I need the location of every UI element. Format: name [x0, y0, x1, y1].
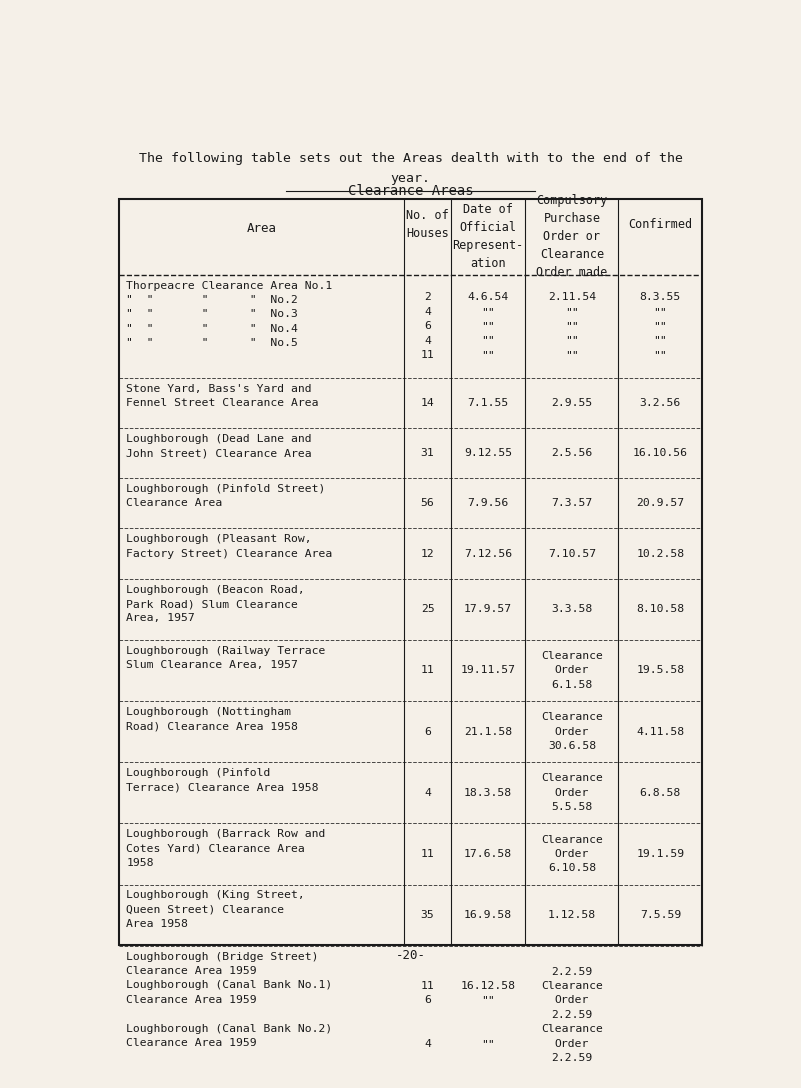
Text: -20-: -20-: [396, 949, 425, 962]
Text: 10.2.58: 10.2.58: [636, 548, 684, 558]
Text: Clearance
Order
6.10.58: Clearance Order 6.10.58: [541, 834, 603, 874]
Text: Loughborough (Nottingham
Road) Clearance Area 1958: Loughborough (Nottingham Road) Clearance…: [127, 707, 298, 731]
Text: Stone Yard, Bass's Yard and
Fennel Street Clearance Area: Stone Yard, Bass's Yard and Fennel Stree…: [127, 384, 319, 408]
Text: Date of
Official
Represent-
ation: Date of Official Represent- ation: [453, 203, 524, 271]
Text: 35: 35: [421, 911, 434, 920]
Text: 11
6


4: 11 6 4: [421, 981, 434, 1049]
Text: 8.3.55
""
""
""
"": 8.3.55 "" "" "" "": [640, 293, 681, 360]
Text: 19.5.58: 19.5.58: [636, 666, 684, 676]
Text: 16.10.56: 16.10.56: [633, 448, 688, 458]
Text: Confirmed: Confirmed: [628, 218, 692, 231]
Text: 7.1.55: 7.1.55: [468, 398, 509, 408]
Text: Loughborough (Pleasant Row,
Factory Street) Clearance Area: Loughborough (Pleasant Row, Factory Stre…: [127, 534, 332, 559]
Text: 2.2.59
Clearance
Order
2.2.59
Clearance
Order
2.2.59: 2.2.59 Clearance Order 2.2.59 Clearance …: [541, 966, 603, 1063]
Text: Loughborough (King Street,
Queen Street) Clearance
Area 1958: Loughborough (King Street, Queen Street)…: [127, 890, 305, 929]
Text: 2.9.55: 2.9.55: [551, 398, 593, 408]
Text: Loughborough (Barrack Row and
Cotes Yard) Clearance Area
1958: Loughborough (Barrack Row and Cotes Yard…: [127, 829, 325, 868]
Text: Compulsory
Purchase
Order or
Clearance
Order made: Compulsory Purchase Order or Clearance O…: [537, 195, 607, 280]
Text: 25: 25: [421, 604, 434, 615]
Text: 6: 6: [425, 727, 431, 737]
Text: 20.9.57: 20.9.57: [636, 498, 684, 508]
Text: 7.10.57: 7.10.57: [548, 548, 596, 558]
Text: 8.10.58: 8.10.58: [636, 604, 684, 615]
Text: 7.5.59: 7.5.59: [640, 911, 681, 920]
Text: 12: 12: [421, 548, 434, 558]
Text: Clearance
Order
30.6.58: Clearance Order 30.6.58: [541, 713, 603, 751]
Text: 31: 31: [421, 448, 434, 458]
Text: 19.11.57: 19.11.57: [461, 666, 516, 676]
Text: 4: 4: [425, 788, 431, 798]
Text: 2.11.54
""
""
""
"": 2.11.54 "" "" "" "": [548, 293, 596, 360]
Text: 21.1.58: 21.1.58: [464, 727, 512, 737]
Text: 16.12.58
""


"": 16.12.58 "" "": [461, 981, 516, 1049]
Text: 17.9.57: 17.9.57: [464, 604, 512, 615]
Text: 18.3.58: 18.3.58: [464, 788, 512, 798]
Text: 1.12.58: 1.12.58: [548, 911, 596, 920]
Text: Thorpeacre Clearance Area No.1
"  "       "      "  No.2
"  "       "      "  No: Thorpeacre Clearance Area No.1 " " " " N…: [127, 281, 332, 348]
Text: 7.12.56: 7.12.56: [464, 548, 512, 558]
Text: Loughborough (Bridge Street)
Clearance Area 1959
Loughborough (Canal Bank No.1)
: Loughborough (Bridge Street) Clearance A…: [127, 952, 332, 1048]
Text: Clearance Areas: Clearance Areas: [348, 184, 473, 198]
Text: 11: 11: [421, 666, 434, 676]
Text: 6.8.58: 6.8.58: [640, 788, 681, 798]
Text: 19.1.59: 19.1.59: [636, 849, 684, 858]
Text: The following table sets out the Areas dealth with to the end of the
year.: The following table sets out the Areas d…: [139, 151, 682, 185]
Text: Loughborough (Dead Lane and
John Street) Clearance Area: Loughborough (Dead Lane and John Street)…: [127, 434, 312, 458]
Text: 17.6.58: 17.6.58: [464, 849, 512, 858]
Text: 3.2.56: 3.2.56: [640, 398, 681, 408]
Text: 7.9.56: 7.9.56: [468, 498, 509, 508]
Text: 3.3.58: 3.3.58: [551, 604, 593, 615]
Text: 4.6.54
""
""
""
"": 4.6.54 "" "" "" "": [468, 293, 509, 360]
Text: 7.3.57: 7.3.57: [551, 498, 593, 508]
Text: 14: 14: [421, 398, 434, 408]
Bar: [119, 199, 702, 944]
Text: 9.12.55: 9.12.55: [464, 448, 512, 458]
Text: Area: Area: [247, 222, 276, 235]
Text: 2.5.56: 2.5.56: [551, 448, 593, 458]
Text: 2
4
6
4
11: 2 4 6 4 11: [421, 293, 434, 360]
Text: 56: 56: [421, 498, 434, 508]
Text: Loughborough (Railway Terrace
Slum Clearance Area, 1957: Loughborough (Railway Terrace Slum Clear…: [127, 646, 325, 670]
Text: Clearance
Order
6.1.58: Clearance Order 6.1.58: [541, 651, 603, 690]
Text: Loughborough (Beacon Road,
Park Road) Slum Clearance
Area, 1957: Loughborough (Beacon Road, Park Road) Sl…: [127, 584, 305, 623]
Text: Loughborough (Pinfold
Terrace) Clearance Area 1958: Loughborough (Pinfold Terrace) Clearance…: [127, 768, 319, 792]
Text: 11: 11: [421, 849, 434, 858]
Text: 16.9.58: 16.9.58: [464, 911, 512, 920]
Text: Loughborough (Pinfold Street)
Clearance Area: Loughborough (Pinfold Street) Clearance …: [127, 484, 325, 508]
Text: Clearance
Order
5.5.58: Clearance Order 5.5.58: [541, 774, 603, 813]
Text: No. of
Houses: No. of Houses: [406, 209, 449, 239]
Text: 4.11.58: 4.11.58: [636, 727, 684, 737]
